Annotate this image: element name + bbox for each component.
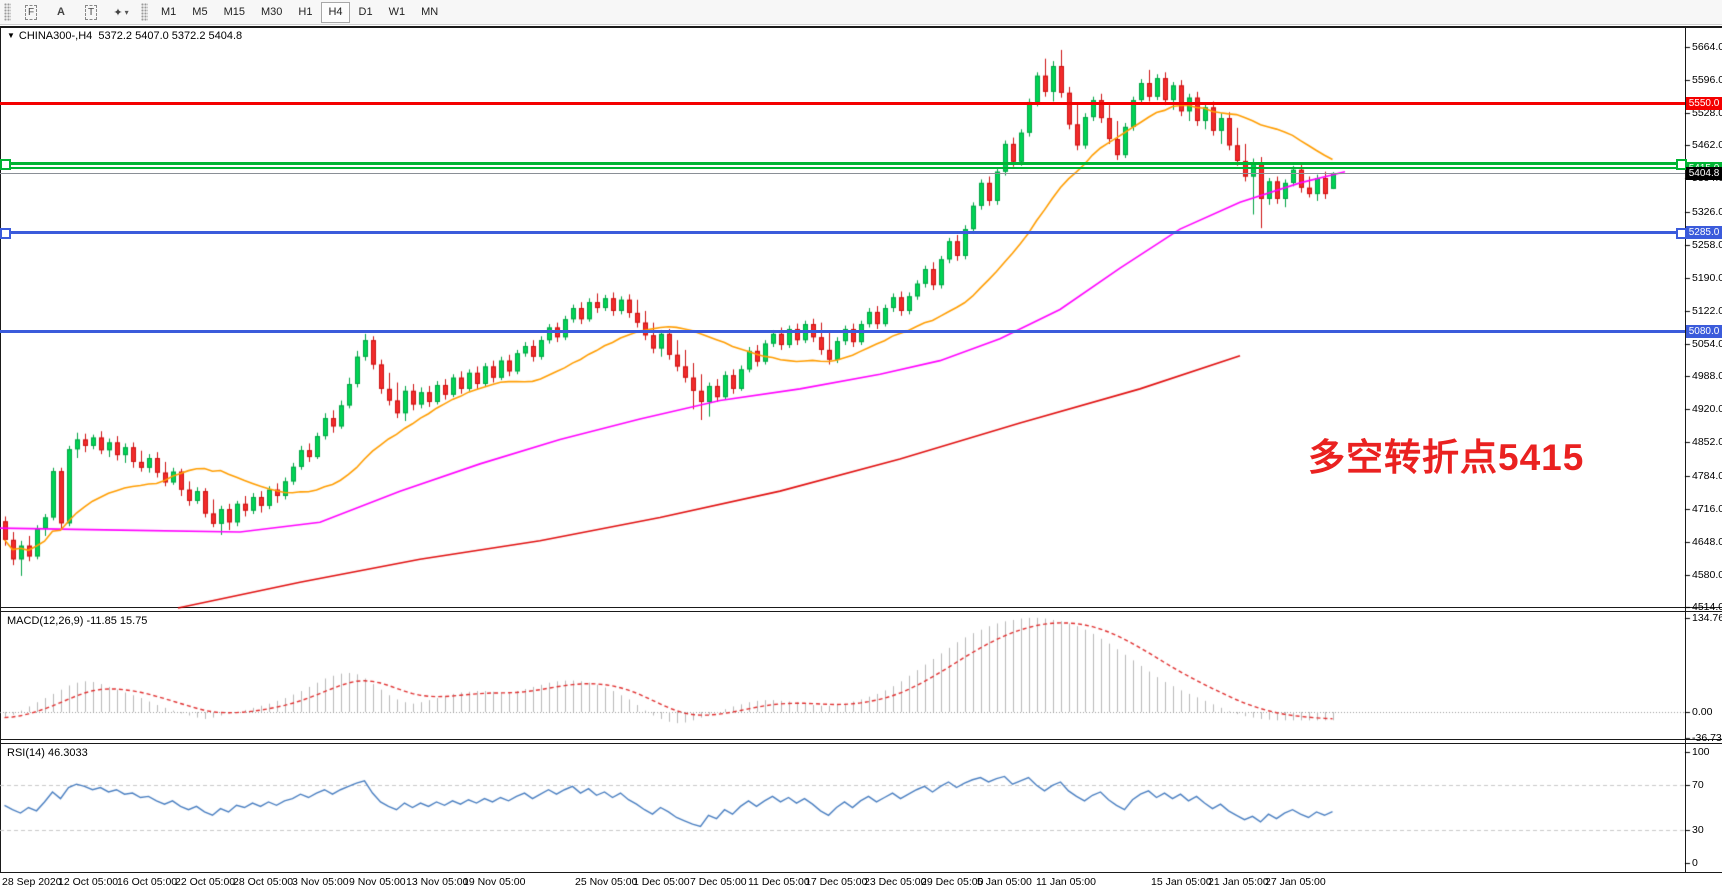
hline-support-5285[interactable] bbox=[0, 231, 1685, 234]
time-label: 25 Nov 05:00 bbox=[575, 876, 638, 888]
hline-resistance-5550[interactable] bbox=[0, 102, 1685, 105]
time-label: 3 Nov 05:00 bbox=[292, 876, 349, 888]
time-label: 13 Nov 05:00 bbox=[406, 876, 469, 888]
time-label: 12 Oct 05:00 bbox=[58, 876, 119, 888]
time-label: 11 Dec 05:00 bbox=[748, 876, 810, 888]
time-label: 27 Jan 05:00 bbox=[1265, 876, 1326, 888]
price-tick: 5190.0 bbox=[1692, 271, 1722, 284]
current-price-line bbox=[0, 173, 1685, 174]
rsi-tick: 30 bbox=[1692, 823, 1704, 836]
price-tick: 5462.0 bbox=[1692, 139, 1722, 152]
price-tick: 4784.0 bbox=[1692, 469, 1722, 482]
rsi-tick: 70 bbox=[1692, 779, 1704, 792]
macd-pane-label: MACD(12,26,9) -11.85 15.75 bbox=[7, 615, 148, 627]
time-label: 9 Nov 05:00 bbox=[349, 876, 406, 888]
time-label: 5 Jan 05:00 bbox=[977, 876, 1032, 888]
price-tick: 4580.0 bbox=[1692, 568, 1722, 581]
hline-pivot-5415[interactable] bbox=[0, 167, 1685, 169]
time-label: 1 Dec 05:00 bbox=[633, 876, 690, 888]
dropdown-triangle-icon[interactable]: ▼ bbox=[7, 31, 15, 40]
time-label: 16 Oct 05:00 bbox=[117, 876, 178, 888]
time-label: 15 Jan 05:00 bbox=[1151, 876, 1212, 888]
macd-tick: 0.00 bbox=[1692, 706, 1713, 718]
price-tick: 5054.0 bbox=[1692, 338, 1722, 351]
annotation-text[interactable]: 多空转折点5415 bbox=[1308, 437, 1585, 478]
price-tick: 5528.0 bbox=[1692, 107, 1722, 120]
ohlc-values: 5372.2 5407.0 5372.2 5404.8 bbox=[98, 30, 243, 42]
price-tick: 4648.0 bbox=[1692, 535, 1722, 548]
current-price-badge: 5404.8 bbox=[1686, 167, 1722, 180]
chart-symbol-header[interactable]: ▼ CHINA300-,H4 5372.2 5407.0 5372.2 5404.… bbox=[7, 30, 242, 42]
time-label: 23 Dec 05:00 bbox=[864, 876, 927, 888]
price-tick: 4920.0 bbox=[1692, 403, 1722, 416]
hline-green-band-upper[interactable] bbox=[0, 162, 1685, 165]
hline-support-5080[interactable] bbox=[0, 330, 1685, 333]
rsi-tick: 0 bbox=[1692, 857, 1698, 869]
time-label: 17 Dec 05:00 bbox=[805, 876, 868, 888]
macd-tick: 134.76 bbox=[1692, 612, 1722, 624]
time-label: 28 Sep 2020 bbox=[2, 876, 62, 888]
rsi-pane-label: RSI(14) 46.3033 bbox=[7, 747, 88, 759]
price-tick: 5122.0 bbox=[1692, 304, 1722, 317]
price-tick: 4852.0 bbox=[1692, 436, 1722, 449]
price-tick: 5664.0 bbox=[1692, 41, 1722, 53]
time-label: 19 Nov 05:00 bbox=[463, 876, 526, 888]
time-label: 7 Dec 05:00 bbox=[690, 876, 747, 888]
line-handle[interactable] bbox=[0, 159, 11, 170]
price-badge-support-5080: 5080.0 bbox=[1686, 325, 1722, 338]
price-tick: 5258.0 bbox=[1692, 238, 1722, 251]
symbol-period-label: CHINA300-,H4 bbox=[18, 30, 93, 42]
macd-tick: -36.73 bbox=[1692, 731, 1722, 744]
price-tick: 5596.0 bbox=[1692, 74, 1722, 87]
time-label: 29 Dec 05:00 bbox=[921, 876, 984, 888]
time-label: 22 Oct 05:00 bbox=[175, 876, 236, 888]
price-tick: 5326.0 bbox=[1692, 205, 1722, 218]
price-badge-support-5285: 5285.0 bbox=[1686, 226, 1722, 239]
time-label: 21 Jan 05:00 bbox=[1208, 876, 1269, 888]
time-label: 11 Jan 05:00 bbox=[1036, 876, 1096, 888]
price-tick: 4988.0 bbox=[1692, 370, 1722, 383]
price-badge-resistance-5550: 5550.0 bbox=[1686, 97, 1722, 110]
price-tick: 4514.0 bbox=[1692, 601, 1722, 614]
time-label: 28 Oct 05:00 bbox=[233, 876, 294, 888]
line-handle[interactable] bbox=[0, 228, 11, 239]
price-tick: 4716.0 bbox=[1692, 502, 1722, 515]
rsi-tick: 100 bbox=[1692, 746, 1710, 758]
